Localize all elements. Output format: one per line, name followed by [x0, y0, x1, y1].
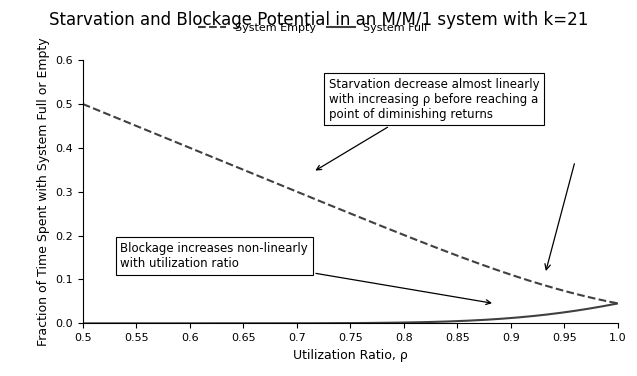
Text: Starvation decrease almost linearly
with increasing ρ before reaching a
point of: Starvation decrease almost linearly with… — [317, 78, 540, 170]
System Empty — [336, 207, 344, 212]
System Empty — [517, 276, 525, 280]
Text: Starvation and Blockage Potential in an M/M/1 system with k=21: Starvation and Blockage Potential in an … — [49, 11, 588, 29]
Text: Blockage increases non-linearly
with utilization ratio: Blockage increases non-linearly with uti… — [120, 242, 490, 305]
System Empty — [601, 299, 609, 303]
System Empty — [333, 206, 341, 210]
System Full — [601, 303, 609, 308]
System Full — [79, 321, 87, 326]
System Full — [336, 321, 344, 325]
System Empty — [79, 102, 87, 106]
System Empty — [369, 220, 376, 224]
System Full — [517, 315, 525, 319]
System Full — [614, 301, 622, 306]
Line: System Full: System Full — [83, 303, 618, 323]
Y-axis label: Fraction of Time Spent with System Full or Empty: Fraction of Time Spent with System Full … — [37, 38, 50, 346]
System Full — [333, 321, 341, 325]
System Empty — [614, 301, 622, 306]
Legend: System Empty, System Full: System Empty, System Full — [194, 18, 432, 37]
System Empty — [397, 232, 405, 236]
X-axis label: Utilization Ratio, ρ: Utilization Ratio, ρ — [293, 349, 408, 362]
Line: System Empty: System Empty — [83, 104, 618, 303]
System Full — [369, 321, 376, 325]
System Full — [397, 320, 405, 325]
